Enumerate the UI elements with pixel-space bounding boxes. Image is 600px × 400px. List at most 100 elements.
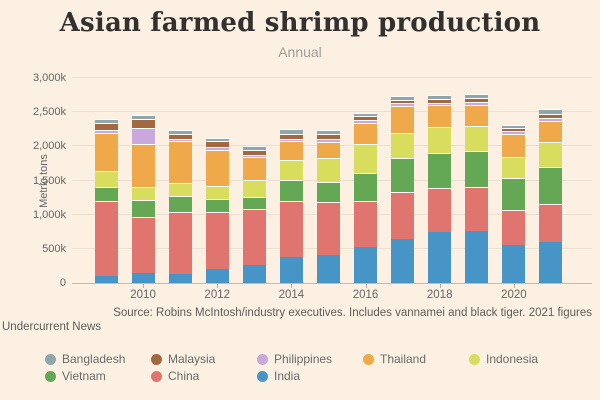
bar-segment-malaysia-2016[interactable] — [354, 116, 378, 121]
bar-segment-philippines-2009[interactable] — [94, 130, 118, 133]
bar-segment-china-2011[interactable] — [168, 212, 192, 275]
bar-segment-thailand-2009[interactable] — [94, 132, 118, 172]
bar-segment-thailand-2011[interactable] — [168, 141, 192, 183]
bar-segment-malaysia-2018[interactable] — [428, 98, 452, 103]
bar-segment-india-2012[interactable] — [205, 268, 229, 283]
bar-2017[interactable] — [391, 96, 415, 283]
bar-segment-vietnam-2009[interactable] — [94, 187, 118, 202]
bar-segment-thailand-2010[interactable] — [131, 143, 155, 188]
bar-segment-vietnam-2012[interactable] — [205, 199, 229, 212]
bar-segment-bangladesh-2014[interactable] — [279, 129, 303, 134]
bar-segment-thailand-2013[interactable] — [242, 157, 266, 180]
bar-segment-indonesia-2021[interactable] — [539, 142, 563, 168]
bar-segment-china-2015[interactable] — [316, 202, 340, 255]
bar-segment-malaysia-2021[interactable] — [539, 113, 563, 119]
bar-segment-indonesia-2014[interactable] — [279, 160, 303, 181]
bar-segment-philippines-2011[interactable] — [168, 138, 192, 142]
bar-segment-indonesia-2018[interactable] — [428, 126, 452, 154]
bar-segment-thailand-2017[interactable] — [391, 106, 415, 133]
bar-segment-philippines-2013[interactable] — [242, 154, 266, 158]
bar-segment-malaysia-2019[interactable] — [465, 98, 489, 103]
bar-segment-india-2019[interactable] — [465, 230, 489, 283]
legend-item-indonesia[interactable]: Indonesia — [469, 351, 575, 367]
bar-segment-philippines-2020[interactable] — [502, 131, 526, 134]
bar-2016[interactable] — [354, 112, 378, 283]
bar-segment-thailand-2020[interactable] — [502, 133, 526, 157]
bar-segment-indonesia-2009[interactable] — [94, 171, 118, 188]
bar-segment-malaysia-2020[interactable] — [502, 127, 526, 132]
bar-segment-india-2009[interactable] — [94, 276, 118, 283]
bar-2012[interactable] — [205, 137, 229, 283]
bar-segment-malaysia-2010[interactable] — [131, 119, 155, 128]
bar-segment-china-2010[interactable] — [131, 217, 155, 273]
bar-segment-bangladesh-2020[interactable] — [502, 125, 526, 128]
bar-segment-india-2017[interactable] — [391, 238, 415, 283]
bar-segment-malaysia-2009[interactable] — [94, 123, 118, 131]
legend-item-india[interactable]: India — [257, 368, 363, 384]
bar-segment-china-2012[interactable] — [205, 211, 229, 269]
legend-item-thailand[interactable]: Thailand — [363, 351, 469, 367]
bar-2020[interactable] — [502, 125, 526, 283]
bar-segment-bangladesh-2013[interactable] — [242, 145, 266, 150]
legend-item-vietnam[interactable]: Vietnam — [45, 368, 151, 384]
bar-segment-indonesia-2010[interactable] — [131, 187, 155, 201]
bar-segment-philippines-2019[interactable] — [465, 102, 489, 105]
legend-item-bangladesh[interactable]: Bangladesh — [45, 351, 151, 367]
legend-item-malaysia[interactable]: Malaysia — [151, 351, 257, 367]
bar-segment-thailand-2018[interactable] — [428, 105, 452, 127]
bar-segment-malaysia-2011[interactable] — [168, 134, 192, 139]
bar-segment-india-2013[interactable] — [242, 264, 266, 283]
bar-2013[interactable] — [242, 145, 266, 283]
bar-segment-bangladesh-2019[interactable] — [465, 94, 489, 99]
bar-segment-bangladesh-2011[interactable] — [168, 130, 192, 135]
bar-segment-vietnam-2017[interactable] — [391, 158, 415, 193]
bar-segment-bangladesh-2016[interactable] — [354, 112, 378, 117]
bar-segment-vietnam-2019[interactable] — [465, 150, 489, 187]
bar-segment-indonesia-2015[interactable] — [316, 158, 340, 182]
bar-segment-india-2010[interactable] — [131, 272, 155, 283]
bar-segment-india-2011[interactable] — [168, 274, 192, 283]
bar-segment-china-2021[interactable] — [539, 204, 563, 242]
bar-2019[interactable] — [465, 94, 489, 283]
bar-segment-china-2019[interactable] — [465, 186, 489, 231]
bar-segment-philippines-2015[interactable] — [316, 138, 340, 142]
bar-segment-china-2009[interactable] — [94, 201, 118, 277]
bar-segment-india-2014[interactable] — [279, 257, 303, 283]
bar-segment-philippines-2021[interactable] — [539, 118, 563, 121]
bar-segment-bangladesh-2010[interactable] — [131, 114, 155, 120]
legend-item-china[interactable]: China — [151, 368, 257, 384]
bar-2010[interactable] — [131, 114, 155, 283]
bar-segment-bangladesh-2017[interactable] — [391, 96, 415, 101]
bar-segment-philippines-2017[interactable] — [391, 103, 415, 107]
bar-2014[interactable] — [279, 129, 303, 283]
bar-segment-thailand-2014[interactable] — [279, 141, 303, 161]
bar-segment-vietnam-2013[interactable] — [242, 196, 266, 210]
bar-segment-thailand-2021[interactable] — [539, 120, 563, 143]
bar-segment-indonesia-2020[interactable] — [502, 156, 526, 179]
bar-2018[interactable] — [428, 94, 452, 283]
bar-segment-vietnam-2010[interactable] — [131, 200, 155, 218]
bar-segment-china-2020[interactable] — [502, 209, 526, 246]
bar-segment-bangladesh-2021[interactable] — [539, 108, 563, 114]
bar-segment-thailand-2012[interactable] — [205, 149, 229, 186]
bar-segment-indonesia-2017[interactable] — [391, 132, 415, 159]
bar-segment-thailand-2016[interactable] — [354, 122, 378, 144]
bar-segment-malaysia-2015[interactable] — [316, 134, 340, 139]
bar-segment-malaysia-2013[interactable] — [242, 149, 266, 155]
bar-segment-philippines-2012[interactable] — [205, 147, 229, 150]
bar-segment-indonesia-2012[interactable] — [205, 185, 229, 200]
bar-segment-philippines-2010[interactable] — [131, 127, 155, 144]
bar-2021[interactable] — [539, 108, 563, 283]
bar-segment-vietnam-2011[interactable] — [168, 196, 192, 213]
bar-segment-thailand-2015[interactable] — [316, 141, 340, 159]
bar-segment-china-2014[interactable] — [279, 200, 303, 258]
bar-segment-philippines-2014[interactable] — [279, 138, 303, 142]
bar-segment-thailand-2019[interactable] — [465, 104, 489, 126]
bar-segment-china-2016[interactable] — [354, 200, 378, 247]
bar-segment-indonesia-2013[interactable] — [242, 179, 266, 197]
bar-segment-bangladesh-2018[interactable] — [428, 94, 452, 99]
bar-segment-china-2018[interactable] — [428, 188, 452, 233]
bar-2015[interactable] — [316, 129, 340, 283]
bar-segment-vietnam-2014[interactable] — [279, 180, 303, 201]
bar-segment-china-2017[interactable] — [391, 192, 415, 239]
